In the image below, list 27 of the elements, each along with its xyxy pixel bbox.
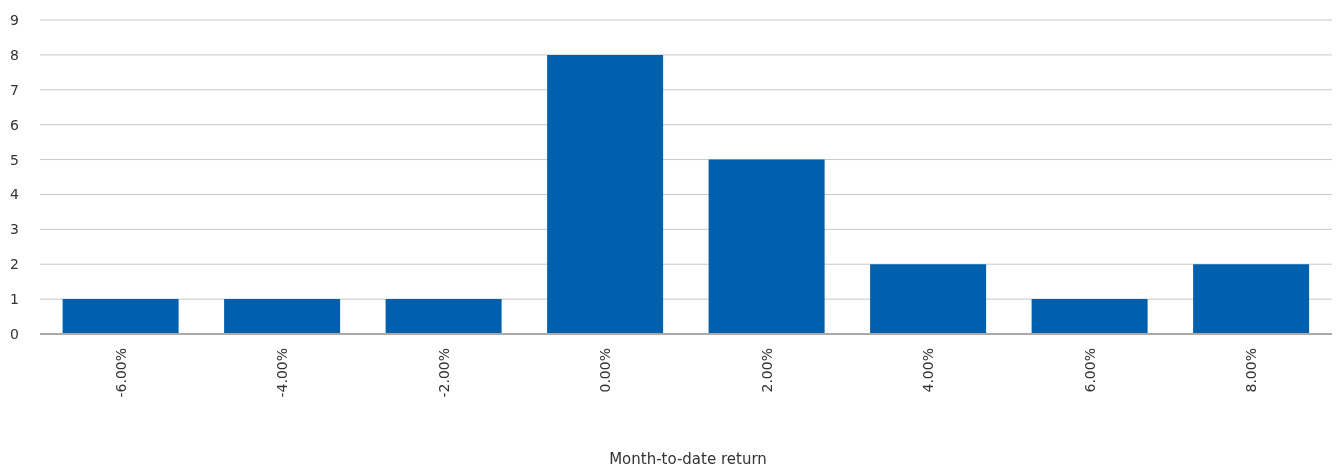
x-axis-title: Month-to-date return [608,450,768,466]
y-tick-label: 2 [10,256,19,273]
y-tick-label: 1 [10,291,19,308]
x-tick-label: -4.00% [274,348,291,398]
x-tick-label: 8.00% [1243,348,1260,393]
y-tick-label: 7 [10,81,19,98]
x-tick-label: 0.00% [597,348,614,393]
bar [547,54,664,334]
x-tick-label: 4.00% [920,348,937,393]
y-tick-label: 4 [10,186,19,203]
y-tick-label: 6 [10,116,19,133]
y-tick-label: 8 [10,46,19,63]
x-tick-label: -6.00% [112,348,129,398]
y-tick-label: 3 [10,221,19,238]
bar [385,299,502,334]
bar [224,299,341,334]
bar [62,299,179,334]
bar [1193,264,1310,334]
bar [870,264,987,334]
x-tick-label: -2.00% [435,348,452,398]
bar [708,159,825,334]
y-tick-label: 9 [10,11,19,28]
y-tick-label: 0 [10,325,19,342]
bar [1031,299,1148,334]
x-tick-label: 6.00% [1081,348,1098,393]
y-tick-label: 5 [10,151,19,168]
x-tick-label: 2.00% [758,348,775,393]
